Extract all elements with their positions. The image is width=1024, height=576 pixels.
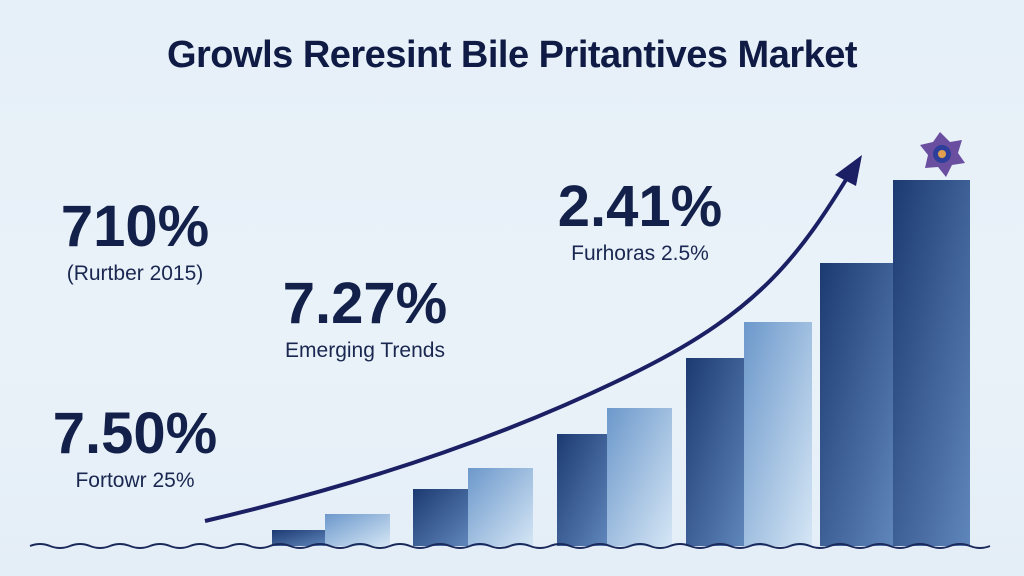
chart-title: Growls Reresint Bile Pritantives Market [166, 34, 858, 76]
trend-arrow-line [204, 168, 854, 523]
stat-4-value: 2.41% [557, 174, 723, 239]
stat-2-label: Emerging Trends [285, 339, 445, 362]
stat-2-value: 7.27% [282, 271, 448, 336]
bar-dark-5 [820, 263, 893, 546]
bar-dark-3 [557, 434, 607, 546]
trend-arrow-head [835, 155, 862, 186]
bar-light-4 [744, 322, 812, 546]
bar-light-5 [893, 180, 970, 546]
bar-dark-1 [272, 530, 325, 546]
stat-2: 7.27% Emerging Trends [265, 275, 465, 363]
bar-light-3 [607, 408, 672, 546]
bar-light-1 [325, 514, 390, 546]
stat-3-label: Fortowr 25% [75, 469, 195, 492]
stat-1-label: (Rurtber 2015) [66, 262, 204, 285]
baseline-wave [29, 543, 991, 549]
stat-4: 2.41% Furhoras 2.5% [550, 178, 730, 266]
stat-1: 710% (Rurtber 2015) [40, 198, 230, 286]
emblem-icon [920, 132, 965, 177]
bar-dark-2 [413, 489, 468, 546]
stat-1-value: 710% [60, 194, 210, 259]
bar-light-2 [468, 468, 533, 546]
stat-3-value: 7.50% [52, 401, 218, 466]
stat-3: 7.50% Fortowr 25% [40, 405, 230, 493]
stat-4-label: Furhoras 2.5% [571, 242, 709, 265]
bar-dark-4 [686, 358, 744, 546]
